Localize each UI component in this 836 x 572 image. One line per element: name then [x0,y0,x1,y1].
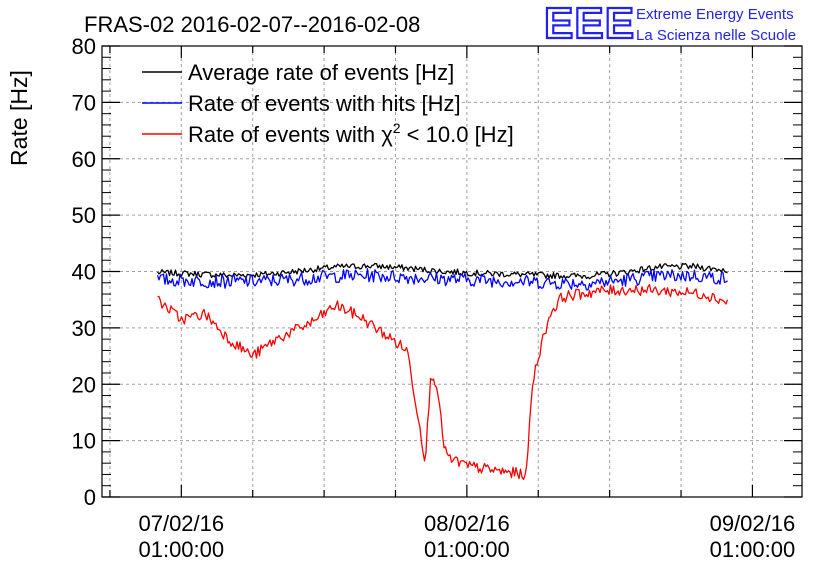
y-tick-label: 0 [84,485,96,510]
y-tick-label: 50 [72,203,96,228]
legend-entry: Rate of events with hits [Hz] [188,91,461,116]
y-axis-label: Rate [Hz] [6,70,32,166]
eee-logo: EEE Extreme Energy Events La Scienza nel… [543,0,796,49]
logo-line-2: La Scienza nelle Scuole [636,27,796,44]
hits-rate-line [156,268,728,291]
grid [102,46,802,497]
eee-logo-mark: EEE [544,0,635,48]
chi2-rate-line [157,284,729,481]
y-tick-label: 10 [72,429,96,454]
x-tick-date-label: 08/02/16 [424,511,510,536]
x-tick-date-label: 09/02/16 [710,511,796,536]
legend-entry: Average rate of events [Hz] [188,60,454,85]
y-tick-label: 40 [72,260,96,285]
x-tick-time-label: 01:00:00 [710,537,796,562]
series-group [156,262,729,481]
chart-title: FRAS-02 2016-02-07--2016-02-08 [84,12,420,37]
y-tick-label: 30 [72,316,96,341]
legend: Average rate of events [Hz] Rate of event… [142,60,514,147]
y-tick-label: 20 [72,372,96,397]
x-tick-date-label: 07/02/16 [138,511,224,536]
x-tick-time-label: 01:00:00 [424,537,510,562]
y-tick-label: 60 [72,147,96,172]
legend-entry: Rate of events with χ2 < 10.0 [Hz] [188,120,514,147]
y-tick-label: 70 [72,90,96,115]
x-tick-time-label: 01:00:00 [138,537,224,562]
axes: 0102030405060708007/02/1601:00:0008/02/1… [72,34,802,562]
logo-line-1: Extreme Energy Events [636,6,794,23]
y-tick-label: 80 [72,34,96,59]
